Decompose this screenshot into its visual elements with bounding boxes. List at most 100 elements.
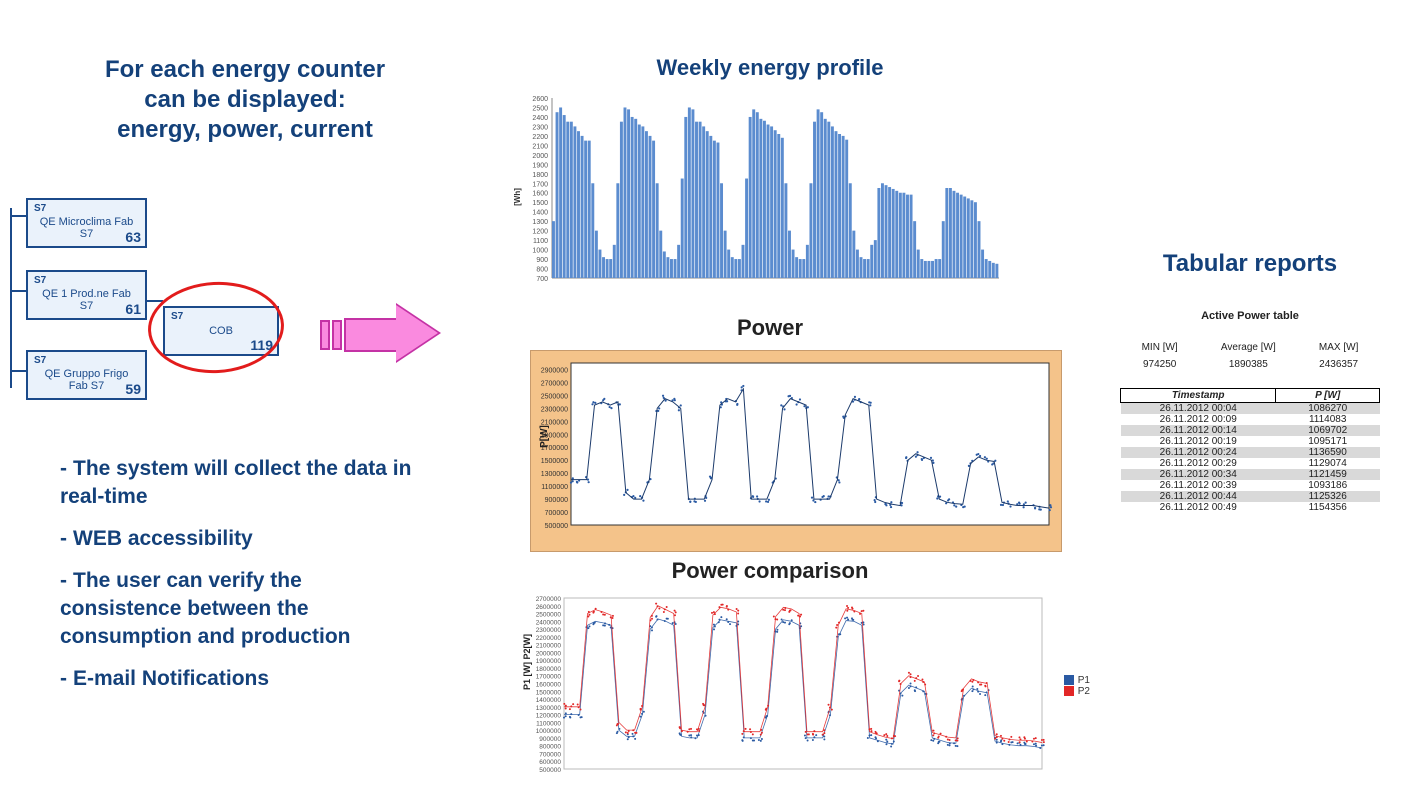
svg-text:900000: 900000: [539, 736, 561, 743]
table-row: 26.11.2012 00:091114083: [1121, 414, 1380, 425]
svg-text:2600000: 2600000: [536, 604, 562, 611]
col-header: Timestamp: [1121, 389, 1276, 403]
table-row: 26.11.2012 00:241136590: [1121, 447, 1380, 458]
svg-text:1700000: 1700000: [536, 674, 562, 681]
tree-node-label: QE 1 Prod.ne Fab S7: [34, 288, 139, 312]
power-svg: 5000007000009000001100000130000015000001…: [531, 351, 1061, 551]
power-chart: P[W] 50000070000090000011000001300000150…: [530, 350, 1062, 552]
table-row: 26.11.2012 00:041086270: [1121, 403, 1380, 415]
stat-value: 1890385: [1221, 359, 1276, 370]
svg-text:1700: 1700: [532, 181, 548, 188]
svg-text:500000: 500000: [539, 767, 561, 774]
data-table: Timestamp P [W] 26.11.2012 00:0410862702…: [1120, 388, 1380, 513]
svg-text:2700000: 2700000: [536, 596, 562, 603]
svg-text:1900000: 1900000: [536, 658, 562, 665]
compare-legend: P1 P2: [1064, 675, 1090, 697]
svg-text:900: 900: [536, 257, 548, 264]
main-heading: For each energy counter can be displayed…: [70, 55, 420, 145]
tree-branch: [10, 215, 26, 217]
stat-value: 974250: [1142, 359, 1178, 370]
svg-text:2300: 2300: [532, 124, 548, 131]
svg-text:2400000: 2400000: [536, 619, 562, 626]
tree-tag: S7: [34, 202, 139, 216]
svg-text:2400: 2400: [532, 115, 548, 122]
col-header: P [W]: [1276, 389, 1380, 403]
tree-node: S7 QE Microclima Fab S7 63: [26, 198, 147, 248]
svg-text:800: 800: [536, 267, 548, 274]
tree-node-label: QE Gruppo Frigo Fab S7: [34, 368, 139, 392]
table-row: 26.11.2012 00:291129074: [1121, 458, 1380, 469]
svg-text:1300000: 1300000: [536, 705, 562, 712]
svg-text:2000: 2000: [532, 153, 548, 160]
weekly-title: Weekly energy profile: [540, 55, 1000, 81]
svg-text:2700000: 2700000: [541, 380, 568, 387]
table-row: 26.11.2012 00:141069702: [1121, 425, 1380, 436]
tree-node-num: 63: [125, 230, 141, 244]
svg-text:800000: 800000: [539, 744, 561, 751]
svg-text:1500: 1500: [532, 200, 548, 207]
svg-text:1100000: 1100000: [536, 720, 561, 727]
table-row: 26.11.2012 00:491154356: [1121, 502, 1380, 513]
svg-text:1100000: 1100000: [541, 484, 568, 491]
svg-text:1000000: 1000000: [536, 728, 562, 735]
svg-text:1500000: 1500000: [536, 689, 562, 696]
power-ylabel: P[W]: [539, 425, 550, 448]
svg-text:1900: 1900: [532, 162, 548, 169]
table-row: 26.11.2012 00:441125326: [1121, 491, 1380, 502]
power-title: Power: [540, 315, 1000, 341]
stat-label: Average [W]: [1221, 342, 1276, 353]
bullet: The user can verify the consistence betw…: [60, 569, 350, 648]
svg-text:1600000: 1600000: [536, 682, 562, 689]
feature-bullets: -The system will collect the data in rea…: [60, 455, 420, 707]
weekly-chart: 7008009001000110012001300140015001600170…: [510, 92, 1005, 302]
svg-text:2300000: 2300000: [541, 406, 568, 413]
tree-node-num: 59: [125, 382, 141, 396]
compare-ylabel: P1 [W] P2[W]: [522, 634, 532, 690]
tree-trunk: [10, 208, 12, 388]
legend-p2: P2: [1078, 686, 1090, 697]
compare-chart: P1 [W] P2[W] 500000600000700000800000900…: [520, 590, 1050, 795]
heading-line3: energy, power, current: [117, 116, 373, 143]
stat-value: 2436357: [1319, 359, 1358, 370]
tree-branch: [10, 290, 26, 292]
svg-text:2200000: 2200000: [536, 635, 562, 642]
svg-text:1600: 1600: [532, 191, 548, 198]
svg-text:2300000: 2300000: [536, 627, 562, 634]
tree-branch: [10, 370, 26, 372]
svg-text:700: 700: [536, 276, 548, 283]
tree-tag: S7: [34, 354, 139, 368]
table-row: 26.11.2012 00:341121459: [1121, 469, 1380, 480]
svg-text:2900000: 2900000: [541, 367, 568, 374]
tree-node: S7 QE Gruppo Frigo Fab S7 59: [26, 350, 147, 400]
svg-text:600000: 600000: [539, 759, 561, 766]
svg-text:2500: 2500: [532, 105, 548, 112]
svg-text:700000: 700000: [539, 751, 561, 758]
svg-text:1400000: 1400000: [536, 697, 562, 704]
svg-text:2000000: 2000000: [536, 650, 562, 657]
bullet: E-mail Notifications: [73, 667, 269, 690]
tree-node-label: QE Microclima Fab S7: [34, 216, 139, 240]
compare-svg: 5000006000007000008000009000001000000110…: [520, 590, 1050, 795]
svg-text:2500000: 2500000: [541, 393, 568, 400]
heading-line1: For each energy counter: [105, 56, 385, 83]
tree-node-num: 61: [125, 302, 141, 316]
tree-node: S7 QE 1 Prod.ne Fab S7 61: [26, 270, 147, 320]
svg-text:2600: 2600: [532, 96, 548, 103]
svg-text:900000: 900000: [545, 497, 568, 504]
svg-text:2100000: 2100000: [536, 643, 562, 650]
tree-tag: S7: [34, 274, 139, 288]
stat-label: MAX [W]: [1319, 342, 1358, 353]
svg-text:1500000: 1500000: [541, 458, 568, 465]
svg-text:1300000: 1300000: [541, 471, 568, 478]
stat-label: MIN [W]: [1142, 342, 1178, 353]
svg-text:[Wh]: [Wh]: [513, 188, 522, 206]
svg-text:2200: 2200: [532, 134, 548, 141]
table-row: 26.11.2012 00:191095171: [1121, 436, 1380, 447]
heading-line2: can be displayed:: [144, 86, 345, 113]
svg-text:2100: 2100: [532, 143, 548, 150]
compare-title: Power comparison: [540, 558, 1000, 584]
bullet: WEB accessibility: [73, 527, 253, 550]
svg-text:1400: 1400: [532, 210, 548, 217]
legend-p1: P1: [1078, 675, 1090, 686]
table-stats: MIN [W] 974250 Average [W] 1890385 MAX [W]…: [1120, 336, 1380, 370]
